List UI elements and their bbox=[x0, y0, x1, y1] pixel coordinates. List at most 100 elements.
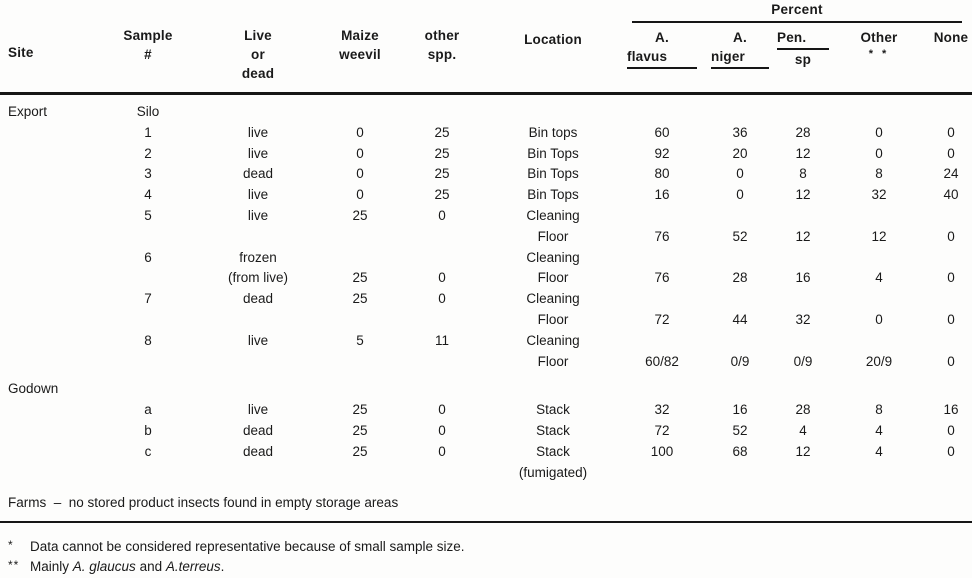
cell-other-pct: 12 bbox=[871, 228, 887, 244]
percent-group-label: Percent bbox=[632, 2, 962, 23]
cell-live-or-dead: dead bbox=[242, 291, 274, 307]
cell-maize-weevil bbox=[320, 352, 400, 373]
cell-a-flavus: 72 bbox=[654, 311, 670, 327]
cell-other-pct bbox=[828, 206, 930, 227]
cell-live-or-dead bbox=[196, 227, 320, 248]
cell-location bbox=[484, 102, 622, 123]
cell-none: 16 bbox=[943, 402, 959, 418]
cell-a-flavus: 60 bbox=[654, 124, 670, 140]
cell-a-niger bbox=[702, 102, 778, 123]
footnote-2-marker: ** bbox=[8, 558, 20, 573]
cell-sample: 6 bbox=[144, 249, 152, 265]
cell-a-niger bbox=[702, 331, 778, 352]
cell-other-pct bbox=[828, 379, 930, 400]
table-body: Export Silo 1 live 0 25 Bin tops 60 36 2… bbox=[0, 95, 972, 483]
cell-location: Floor bbox=[537, 270, 569, 286]
cell-pen-sp: 12 bbox=[795, 145, 811, 161]
cell-a-niger: 52 bbox=[732, 422, 748, 438]
cell-other-spp: 0 bbox=[438, 402, 446, 418]
table-row: 2 live 0 25 Bin Tops 92 20 12 0 0 bbox=[0, 144, 972, 165]
col-header-live-or-dead: Live or dead bbox=[241, 28, 275, 81]
footnote-1: * Data cannot be considered representativ… bbox=[8, 535, 972, 555]
cell-live-or-dead: live bbox=[247, 145, 269, 161]
cell-site bbox=[0, 463, 100, 484]
cell-maize-weevil: 0 bbox=[356, 166, 364, 182]
cell-site bbox=[0, 442, 100, 463]
cell-maize-weevil bbox=[320, 102, 400, 123]
cell-none: 0 bbox=[947, 443, 955, 459]
cell-site: Export bbox=[8, 104, 48, 119]
cell-live-or-dead: live bbox=[247, 187, 269, 203]
cell-a-niger: 36 bbox=[732, 124, 748, 140]
cell-none: 0 bbox=[947, 145, 955, 161]
cell-pen-sp: 28 bbox=[795, 402, 811, 418]
table-row: 3 dead 0 25 Bin Tops 80 0 8 8 24 bbox=[0, 164, 972, 185]
cell-sample: a bbox=[144, 402, 152, 418]
cell-a-niger: 16 bbox=[732, 402, 748, 418]
cell-a-flavus bbox=[622, 463, 702, 484]
cell-maize-weevil: 25 bbox=[352, 207, 368, 223]
col-header-other-spp: other spp. bbox=[424, 28, 460, 62]
cell-a-niger bbox=[702, 206, 778, 227]
cell-other-pct: 8 bbox=[875, 402, 883, 418]
cell-live-or-dead: live bbox=[247, 207, 269, 223]
cell-a-flavus: 16 bbox=[654, 187, 670, 203]
table-row: 1 live 0 25 Bin tops 60 36 28 0 0 bbox=[0, 123, 972, 144]
cell-live-or-dead: frozen bbox=[239, 249, 277, 265]
cell-other-pct bbox=[828, 289, 930, 310]
cell-other-spp: 25 bbox=[434, 145, 450, 161]
cell-other-spp bbox=[400, 379, 484, 400]
cell-pen-sp bbox=[778, 102, 828, 123]
cell-maize-weevil bbox=[320, 310, 400, 331]
cell-a-flavus bbox=[622, 289, 702, 310]
cell-location: Cleaning bbox=[526, 332, 580, 348]
cell-sample: 4 bbox=[144, 187, 152, 203]
cell-a-flavus: 76 bbox=[654, 228, 670, 244]
cell-other-spp: 25 bbox=[434, 166, 450, 182]
cell-a-flavus: 32 bbox=[654, 402, 670, 418]
table-row: Export Silo bbox=[0, 102, 972, 123]
col-header-pen-sp: Pen. sp bbox=[777, 24, 829, 89]
cell-a-niger: 0 bbox=[736, 166, 744, 182]
cell-location: Floor bbox=[537, 311, 569, 327]
cell-other-pct bbox=[828, 248, 930, 269]
footnote-1-text: Data cannot be considered representative… bbox=[30, 539, 465, 555]
table-row: (fumigated) bbox=[0, 463, 972, 484]
footnotes: * Data cannot be considered representativ… bbox=[0, 535, 972, 575]
cell-other-spp bbox=[400, 227, 484, 248]
cell-other-pct: 0 bbox=[875, 311, 883, 327]
cell-pen-sp bbox=[778, 206, 828, 227]
cell-live-or-dead: dead bbox=[242, 422, 274, 438]
cell-maize-weevil: 0 bbox=[356, 145, 364, 161]
cell-live-or-dead bbox=[196, 352, 320, 373]
table-row: Floor 60/82 0/9 0/9 20/9 0 bbox=[0, 352, 972, 373]
cell-sample: Silo bbox=[136, 104, 160, 119]
cell-site bbox=[0, 227, 100, 248]
cell-pen-sp bbox=[778, 331, 828, 352]
cell-location: Floor bbox=[537, 353, 569, 369]
cell-none bbox=[930, 379, 972, 400]
cell-live-or-dead bbox=[196, 379, 320, 400]
cell-a-niger: 28 bbox=[732, 270, 748, 286]
cell-other-spp: 0 bbox=[438, 291, 446, 307]
cell-a-flavus: 72 bbox=[654, 422, 670, 438]
cell-maize-weevil: 5 bbox=[356, 332, 364, 348]
cell-a-niger: 52 bbox=[732, 228, 748, 244]
cell-a-flavus bbox=[622, 331, 702, 352]
cell-maize-weevil bbox=[320, 227, 400, 248]
cell-a-flavus bbox=[622, 102, 702, 123]
cell-pen-sp: 28 bbox=[795, 124, 811, 140]
table-row: c dead 25 0 Stack 100 68 12 4 0 bbox=[0, 442, 972, 463]
cell-a-flavus bbox=[622, 379, 702, 400]
cell-site bbox=[0, 331, 100, 352]
cell-other-spp: 0 bbox=[438, 270, 446, 286]
table-row: 4 live 0 25 Bin Tops 16 0 12 32 40 bbox=[0, 185, 972, 206]
cell-location: Cleaning bbox=[526, 207, 580, 223]
cell-other-pct: 0 bbox=[875, 145, 883, 161]
cell-live-or-dead bbox=[196, 310, 320, 331]
cell-sample bbox=[100, 463, 196, 484]
footnote-2: ** Mainly A. glaucus and A.terreus. bbox=[8, 555, 972, 575]
cell-none: 24 bbox=[943, 166, 959, 182]
cell-sample: b bbox=[144, 422, 152, 438]
